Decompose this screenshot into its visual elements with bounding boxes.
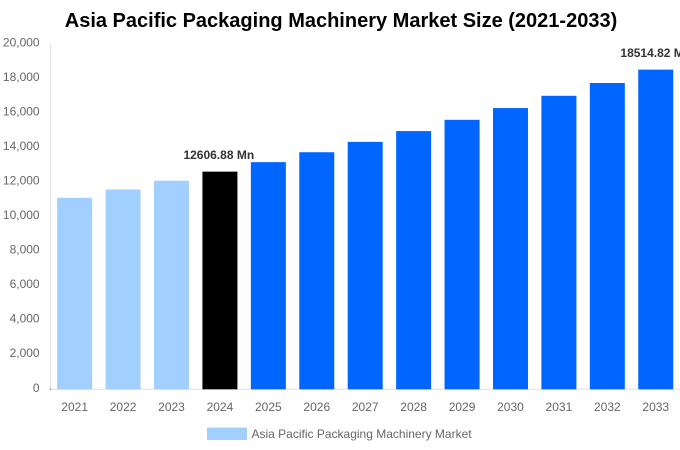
svg-text:Asia Pacific Packaging Machine: Asia Pacific Packaging Machinery Market xyxy=(252,427,473,441)
svg-text:2,000: 2,000 xyxy=(10,346,40,360)
svg-text:0: 0 xyxy=(33,381,40,395)
svg-text:2024: 2024 xyxy=(207,400,234,414)
svg-text:2030: 2030 xyxy=(497,400,524,414)
svg-text:14,000: 14,000 xyxy=(3,139,40,153)
svg-text:2023: 2023 xyxy=(158,400,185,414)
svg-text:16,000: 16,000 xyxy=(3,105,40,119)
svg-text:2021: 2021 xyxy=(61,400,88,414)
svg-text:2031: 2031 xyxy=(546,400,573,414)
svg-text:18514.82 Mn: 18514.82 Mn xyxy=(620,46,680,60)
svg-text:2027: 2027 xyxy=(352,400,379,414)
svg-text:2033: 2033 xyxy=(642,400,669,414)
svg-text:18,000: 18,000 xyxy=(3,70,40,84)
svg-text:2022: 2022 xyxy=(110,400,137,414)
svg-text:2029: 2029 xyxy=(449,400,476,414)
svg-text:2026: 2026 xyxy=(303,400,330,414)
svg-text:6,000: 6,000 xyxy=(10,277,40,291)
svg-text:10,000: 10,000 xyxy=(3,208,40,222)
svg-text:Asia Pacific Packaging Machine: Asia Pacific Packaging Machinery Market … xyxy=(65,10,618,32)
svg-text:12,000: 12,000 xyxy=(3,174,40,188)
svg-text:12606.88 Mn: 12606.88 Mn xyxy=(183,148,254,162)
svg-text:2025: 2025 xyxy=(255,400,282,414)
svg-text:8,000: 8,000 xyxy=(10,243,40,257)
svg-text:2032: 2032 xyxy=(594,400,621,414)
svg-text:2028: 2028 xyxy=(400,400,427,414)
svg-text:20,000: 20,000 xyxy=(3,36,40,50)
svg-text:4,000: 4,000 xyxy=(10,312,40,326)
